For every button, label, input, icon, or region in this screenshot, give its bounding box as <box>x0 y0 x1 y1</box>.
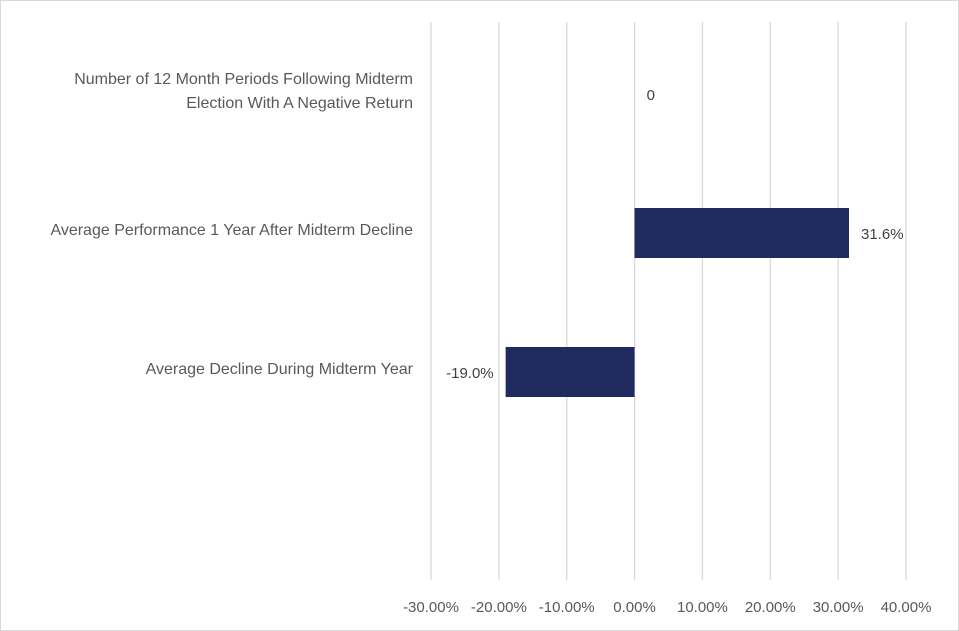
data-label: -19.0% <box>446 365 494 382</box>
x-tick-label: -10.00% <box>539 599 595 616</box>
category-label-negative-periods: Number of 12 Month Periods Following Mid… <box>7 68 413 116</box>
data-labels: 0 31.6% -19.0% <box>446 87 903 382</box>
category-label-line: Average Decline During Midterm Year <box>145 361 413 378</box>
category-label-line: Number of 12 Month Periods Following Mid… <box>74 71 413 88</box>
x-tick-label: -20.00% <box>471 599 527 616</box>
x-tick-label: 10.00% <box>677 599 728 616</box>
bar <box>634 208 849 258</box>
x-tick-label: 20.00% <box>745 599 796 616</box>
bars <box>505 208 849 397</box>
data-label: 31.6% <box>861 226 904 243</box>
bar <box>505 347 635 397</box>
x-tick-label: 30.00% <box>813 599 864 616</box>
category-label-avg-decline: Average Decline During Midterm Year <box>7 358 413 382</box>
category-label-avg-performance: Average Performance 1 Year After Midterm… <box>7 219 413 243</box>
category-label-line: Average Performance 1 Year After Midterm… <box>50 222 413 239</box>
x-tick-label: -30.00% <box>403 599 459 616</box>
data-label: 0 <box>647 87 655 104</box>
category-label-line: Election With A Negative Return <box>186 95 413 112</box>
x-tick-label: 40.00% <box>881 599 932 616</box>
x-axis-tick-labels: -30.00% -20.00% -10.00% 0.00% 10.00% 20.00% 30… <box>403 599 931 616</box>
gridlines <box>430 22 907 580</box>
x-tick-label: 0.00% <box>613 599 656 616</box>
